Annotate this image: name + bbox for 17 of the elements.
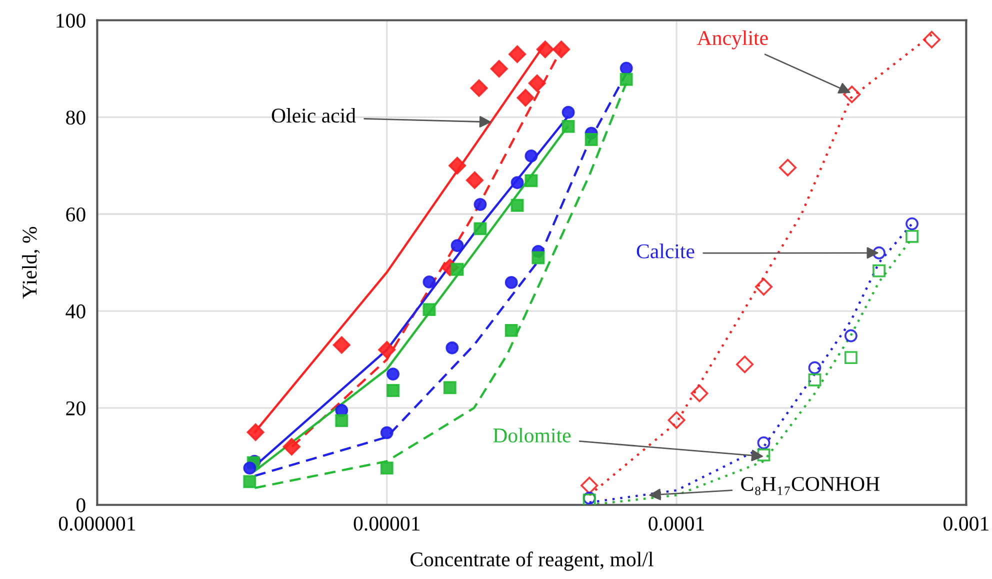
x-tick-label: 0.001 [944,516,988,531]
y-tick-label: 80 [66,110,86,125]
annotation: Ancylite [697,30,768,50]
y-axis-title: Yield, % [22,226,40,299]
x-axis-title: Concentrate of reagent, mol/l [410,552,654,571]
annotation: Calcite [636,244,694,258]
annotation: Oleic acid [272,108,356,123]
annotation: C₈H₁₇CONHOH [741,476,880,496]
annotation: Dolomite [493,428,571,442]
y-tick-label: 40 [66,304,86,318]
x-tick-label: 0.0001 [648,516,704,531]
y-tick-label: 100 [56,14,86,28]
y-tick-label: 60 [66,207,86,222]
y-tick-label: 20 [66,401,86,416]
x-tick-label: 0.000001 [58,516,136,531]
y-tick-label: 0 [76,498,86,512]
x-tick-label: 0.00001 [354,516,420,531]
